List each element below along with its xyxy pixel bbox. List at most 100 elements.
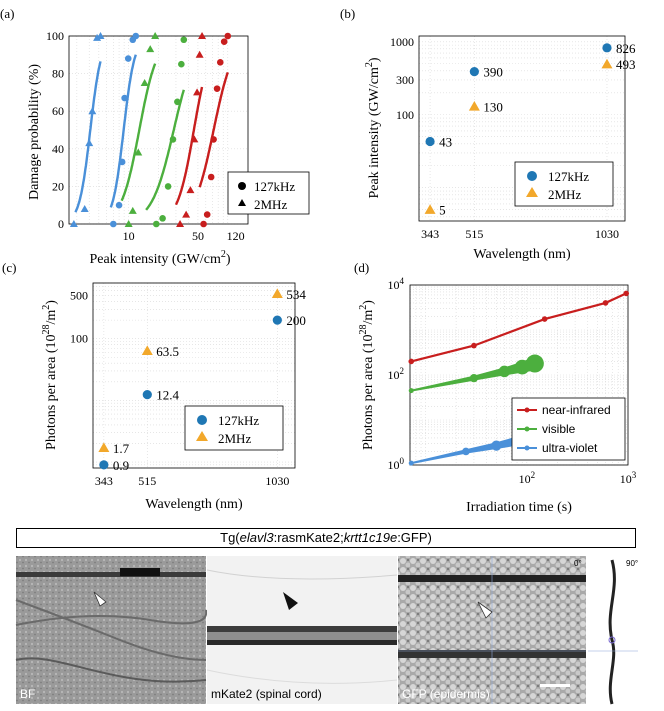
mkate2-tile: mKate2 (spinal cord)	[207, 556, 397, 704]
legend-uv-marker	[524, 445, 530, 451]
y-tick-label: 100	[388, 456, 405, 472]
data-point-circle	[132, 32, 140, 40]
panel-c-legend-2mhz: 2MHz	[218, 431, 251, 446]
y-tick-label: 0	[58, 217, 64, 231]
mkate2-arrowhead	[283, 592, 298, 610]
panel-d-chart: (d) 100 102 104 102 103 Photons per area (1…	[354, 260, 637, 515]
panel-b-label: (b)	[340, 6, 355, 21]
scale-bar	[540, 684, 570, 687]
x-tick-label: 50	[192, 229, 204, 243]
panel-c-xlabel: Wavelength (nm)	[145, 497, 243, 512]
y-tick-label: 1000	[390, 35, 414, 49]
data-point-circle	[121, 94, 128, 102]
gfp-arrowhead	[477, 601, 493, 619]
data-point-triangle	[182, 210, 191, 218]
data-point-circle	[200, 220, 207, 228]
y-tick-label: 20	[52, 179, 64, 193]
data-point-triangle	[146, 45, 155, 53]
series-curve	[198, 71, 229, 188]
data-label: 12.4	[156, 388, 179, 403]
data-point-triangle	[88, 107, 97, 115]
panel-b-yticks: 100 300 1000	[390, 35, 414, 122]
x-tick-label: 120	[227, 229, 245, 243]
data-point-circle	[469, 67, 479, 77]
data-point-triangle	[176, 220, 185, 227]
panel-b-legend: 127kHz 2MHz	[514, 161, 614, 207]
panel-d-axes-box	[409, 284, 629, 466]
series-curve	[174, 86, 204, 206]
data-point-triangle	[193, 88, 202, 96]
mkate2-label: mKate2 (spinal cord)	[211, 687, 322, 701]
panel-b-points: 43 390 826 5 130 493	[424, 41, 636, 218]
data-point-triangle	[195, 50, 204, 58]
data-point-circle	[169, 136, 177, 143]
data-point-circle	[623, 290, 630, 297]
data-point-circle	[408, 388, 414, 394]
data-point-triangle	[98, 442, 110, 452]
panel-d-xlabel: Irradiation time (s)	[466, 500, 572, 515]
data-point-circle	[115, 201, 123, 209]
gfp-tile: GFP (epidermis)	[398, 556, 586, 704]
panel-d-yticks: 100 102 104	[388, 276, 405, 472]
orthoview-angle-start: 0°	[574, 559, 582, 568]
panel-c-legend-127khz: 127kHz	[218, 413, 259, 428]
panel-b-xlabel: Wavelength (nm)	[473, 247, 571, 262]
data-label: 826	[616, 41, 636, 56]
x-tick-label: 515	[138, 474, 156, 488]
data-point-circle	[462, 447, 470, 456]
panel-c-legend: 127kHz 2MHz	[184, 405, 284, 451]
panel-b-xticks: 343 515 1030	[421, 227, 619, 241]
legend-circle-marker	[197, 415, 207, 425]
legend-near-infrared-marker	[524, 407, 530, 413]
data-point-circle	[469, 374, 479, 383]
data-label: 130	[483, 99, 503, 114]
panel-d-xticks: 102 103	[519, 470, 637, 486]
y-tick-label: 40	[52, 142, 64, 156]
data-label: 390	[483, 65, 503, 80]
panel-a-legend-127khz: 127kHz	[254, 179, 295, 194]
x-tick-label: 343	[95, 474, 113, 488]
legend-triangle-marker	[238, 199, 246, 206]
series-curve	[145, 89, 185, 211]
y-tick-label: 80	[52, 67, 64, 81]
data-point-circle	[602, 300, 609, 306]
microscopy-gfp-image	[398, 556, 586, 704]
data-point-circle	[124, 55, 132, 62]
data-point-circle	[180, 36, 188, 44]
data-point-triangle	[271, 288, 283, 298]
panel-c-yticks: 100 500	[70, 289, 88, 346]
data-point-circle	[213, 85, 221, 92]
data-point-circle	[471, 342, 477, 349]
panel-d-legend-nir: near-infrared	[542, 403, 611, 417]
y-tick-label: 500	[70, 289, 88, 303]
panel-b-ylabel: Peak intensity (GW/cm2)	[364, 57, 382, 198]
data-label: 493	[616, 57, 636, 72]
y-tick-label: 100	[46, 29, 64, 43]
data-point-circle	[498, 365, 511, 378]
data-point-circle	[142, 389, 152, 400]
panel-b-legend-127khz: 127kHz	[548, 169, 589, 184]
data-point-circle	[164, 183, 172, 190]
data-point-circle	[159, 215, 166, 222]
panel-c-axes-box	[92, 282, 296, 469]
panel-a-curves	[74, 54, 229, 213]
data-point-circle	[272, 315, 282, 325]
legend-circle-marker	[527, 171, 537, 181]
y-tick-label: 104	[388, 276, 405, 292]
orthoview-angle-end: 90°	[626, 559, 638, 568]
x-tick-label: 1030	[265, 474, 289, 488]
data-point-circle	[210, 136, 217, 143]
panel-a-points	[69, 32, 232, 228]
panel-d-legend-visible: visible	[542, 422, 576, 436]
y-tick-label: 100	[396, 108, 414, 122]
data-point-triangle	[198, 32, 207, 39]
y-tick-label: 60	[52, 104, 64, 118]
microscopy-orthoview-image	[588, 556, 638, 705]
data-point-triangle	[468, 100, 480, 111]
panel-d-ylabel: Photons per area (1028/m2)	[358, 300, 376, 450]
data-point-triangle	[93, 33, 102, 41]
panel-a-legend: 127kHz 2MHz	[227, 171, 310, 215]
panel-b-axes-box	[418, 35, 626, 222]
panel-c-chart: (c) 0.9 12.4 200 1.7 63.5 534 100 500 343 515 10…	[2, 260, 306, 512]
panel-c-ylabel: Photons per area (1028/m2)	[41, 300, 59, 450]
